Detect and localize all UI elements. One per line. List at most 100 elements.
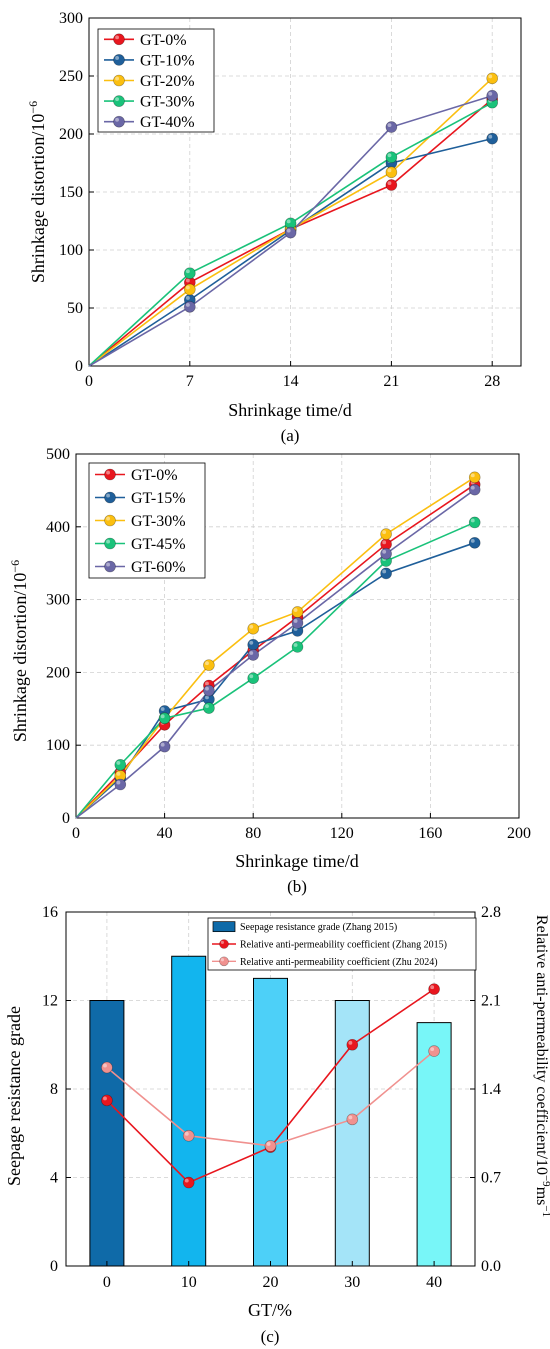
data-point: [291, 606, 304, 618]
data-point: [486, 132, 499, 145]
data-point: [114, 778, 127, 791]
chart-c: GT/% (c) Seepage resistance grade Relati…: [4, 904, 550, 1346]
x-tick-label: 80: [245, 825, 261, 842]
plot-frame: [75, 453, 520, 819]
data-point-highlight: [160, 742, 165, 747]
y-tick-label: 50: [67, 300, 83, 317]
chart-c-xlabel: GT/%: [248, 1300, 292, 1320]
series-line: [75, 521, 476, 819]
data-point-highlight: [103, 1096, 107, 1101]
data-point-highlight: [430, 1047, 435, 1052]
x-tick-label: 200: [507, 825, 531, 842]
data-point: [346, 1113, 359, 1126]
legend-marker: [104, 514, 116, 527]
legend-marker-highlight: [115, 97, 119, 102]
legend-marker-highlight: [115, 35, 119, 40]
y2-tick-label: 1.4: [481, 1081, 501, 1098]
data-point: [264, 1140, 277, 1152]
chart-b-ylabel: Shrinkage distortion/10−6: [8, 560, 30, 742]
bar: [89, 1000, 125, 1267]
legend-label: GT-20%: [140, 73, 195, 90]
x-tick-label: 0: [103, 1274, 111, 1291]
data-point-highlight: [382, 569, 387, 574]
data-point: [284, 226, 297, 239]
data-point-highlight: [286, 228, 291, 233]
data-point-highlight: [382, 530, 387, 535]
data-point-highlight: [266, 1142, 271, 1146]
y-tick-label: 500: [46, 446, 70, 463]
y-tick-label: 0: [50, 1258, 58, 1275]
data-point-highlight: [488, 91, 493, 96]
data-point-highlight: [470, 518, 475, 523]
y-tick-label: 250: [59, 68, 83, 85]
legend-label: GT-60%: [131, 559, 186, 576]
legend-label: GT-15%: [131, 490, 186, 507]
legend-marker: [113, 95, 125, 107]
data-point: [385, 179, 398, 191]
legend-marker-highlight: [106, 562, 110, 567]
data-point-highlight: [348, 1115, 353, 1120]
x-tick-label: 10: [181, 1274, 197, 1291]
data-point-highlight: [205, 686, 209, 691]
series-line: [75, 489, 476, 819]
data-point-highlight: [249, 624, 254, 629]
series-line: [75, 476, 476, 819]
data-point-highlight: [470, 485, 475, 490]
data-point-highlight: [103, 1063, 107, 1068]
x-tick-label: 40: [157, 825, 173, 842]
x-tick-label: 120: [330, 825, 354, 842]
legend-marker: [219, 956, 229, 967]
legend-marker-highlight: [220, 940, 224, 944]
y-tick-label: 300: [46, 592, 70, 609]
data-point: [380, 528, 392, 540]
y-tick-label: 0: [75, 358, 83, 375]
y2-tick-label: 0.0: [481, 1258, 501, 1275]
data-point: [468, 483, 481, 496]
data-point-highlight: [185, 302, 190, 307]
data-point: [380, 567, 392, 580]
data-point: [182, 1129, 195, 1142]
y-tick-label: 0: [62, 810, 70, 827]
data-point: [101, 1061, 113, 1074]
legend-marker: [104, 537, 116, 550]
chart-c-ylabel: Seepage resistance grade: [4, 1006, 24, 1186]
legend-marker-highlight: [115, 76, 119, 81]
legend-box: [207, 917, 477, 971]
legend-label: Relative anti-permeability coefficient (…: [240, 940, 447, 951]
data-point-highlight: [293, 608, 298, 612]
data-point: [468, 516, 481, 529]
legend-label: GT-40%: [140, 114, 195, 131]
data-point-highlight: [116, 761, 121, 765]
data-point: [346, 1038, 359, 1051]
x-tick-label: 7: [186, 373, 194, 390]
data-point: [486, 72, 499, 85]
legend-label: GT-0%: [140, 32, 187, 49]
y-tick-label: 400: [46, 519, 70, 536]
data-point: [184, 283, 196, 296]
y2-tick-label: 0.7: [481, 1170, 501, 1187]
data-point-highlight: [382, 540, 387, 545]
data-point-highlight: [293, 619, 298, 623]
data-point-highlight: [387, 123, 392, 128]
legend-marker: [113, 33, 125, 46]
legend-marker-highlight: [106, 539, 110, 544]
legend-marker-highlight: [115, 117, 119, 122]
data-point: [203, 702, 215, 714]
bar: [253, 977, 288, 1267]
data-point-highlight: [185, 269, 190, 274]
data-point-highlight: [184, 1131, 189, 1136]
data-point-highlight: [116, 771, 121, 776]
data-point-highlight: [348, 1040, 353, 1045]
data-point-highlight: [185, 278, 190, 283]
data-point-highlight: [470, 538, 475, 543]
legend-label: GT-45%: [131, 536, 186, 553]
data-point: [247, 649, 259, 661]
data-point: [114, 759, 127, 771]
data-point-highlight: [488, 134, 493, 139]
data-point: [380, 547, 392, 560]
y-tick-label: 16: [42, 904, 58, 921]
data-point: [468, 537, 481, 549]
legend-marker-highlight: [106, 516, 110, 521]
series-line: [75, 483, 476, 819]
legend-label: GT-30%: [131, 513, 186, 530]
